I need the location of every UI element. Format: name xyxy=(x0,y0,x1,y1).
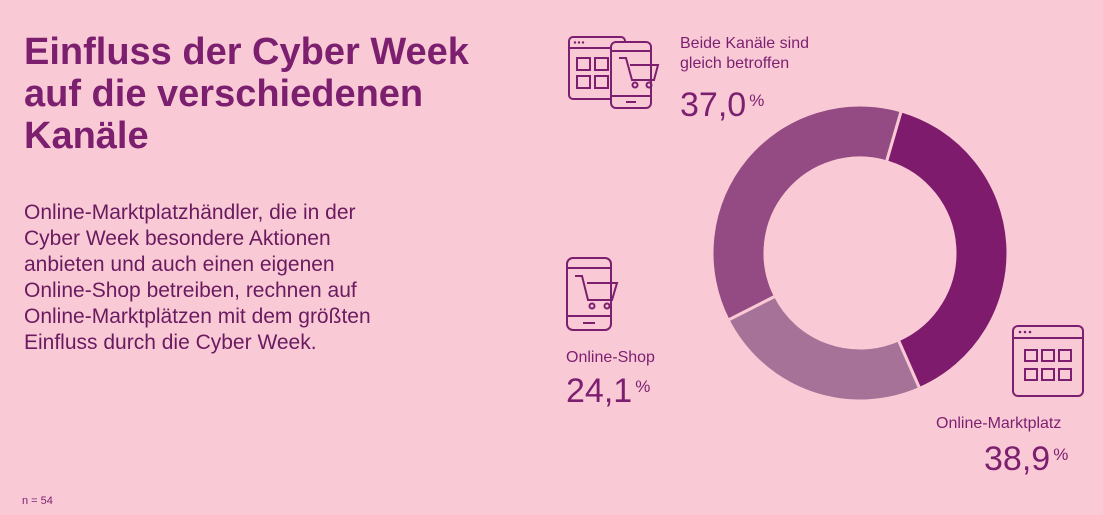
slice-value-beide: 37,0% xyxy=(680,86,764,125)
description-line: Cyber Week besondere Aktionen xyxy=(24,227,331,251)
slice-label-marktplatz: Online-Marktplatz xyxy=(936,414,1061,434)
description-line: Einfluss durch die Cyber Week. xyxy=(24,331,317,355)
data-label: 37,0 xyxy=(680,86,747,124)
phone-cart-icon xyxy=(566,257,619,331)
slice-value-marktplatz: 38,9% xyxy=(984,440,1068,479)
slice-label-line: Online-Shop xyxy=(566,349,655,366)
description-line: anbieten und auch einen eigenen xyxy=(24,253,335,277)
browser-grid-icon xyxy=(1012,325,1084,397)
slice-label-line: gleich betroffen xyxy=(680,55,790,72)
donut-slice-marktplatz xyxy=(884,109,1010,391)
description-line: Online-Marktplätzen mit dem größten xyxy=(24,305,371,329)
page-title: Einfluss der Cyber Week auf die verschie… xyxy=(24,31,544,157)
slice-label-beide: Beide Kanäle sind gleich betroffen xyxy=(680,34,809,74)
description-line: Online-Shop betreiben, rechnen auf xyxy=(24,279,357,303)
slice-value-shop: 24,1% xyxy=(566,372,650,411)
percent-sign: % xyxy=(635,376,651,396)
slice-label-line: Online-Marktplatz xyxy=(936,415,1062,432)
data-label: 24,1 xyxy=(566,372,633,410)
slice-label-line: Beide Kanäle sind xyxy=(680,35,809,52)
slice-label-shop: Online-Shop xyxy=(566,348,655,368)
percent-sign: % xyxy=(749,90,765,110)
browser-and-phone-cart-icon xyxy=(568,36,660,109)
description-line: Online-Marktplatzhändler, die in der xyxy=(24,201,356,224)
description: Online-Marktplatzhändler, die in der Cyb… xyxy=(24,200,484,356)
title-line: Einfluss der Cyber Week xyxy=(24,31,469,73)
title-line: Kanäle xyxy=(24,114,149,157)
percent-sign: % xyxy=(1053,444,1069,464)
sample-size-note: n = 54 xyxy=(22,495,53,507)
data-label: 38,9 xyxy=(984,440,1051,478)
donut-slice-shop xyxy=(726,294,922,403)
donut-slice-beide xyxy=(710,103,904,323)
title-line: auf die verschiedenen xyxy=(24,72,424,115)
